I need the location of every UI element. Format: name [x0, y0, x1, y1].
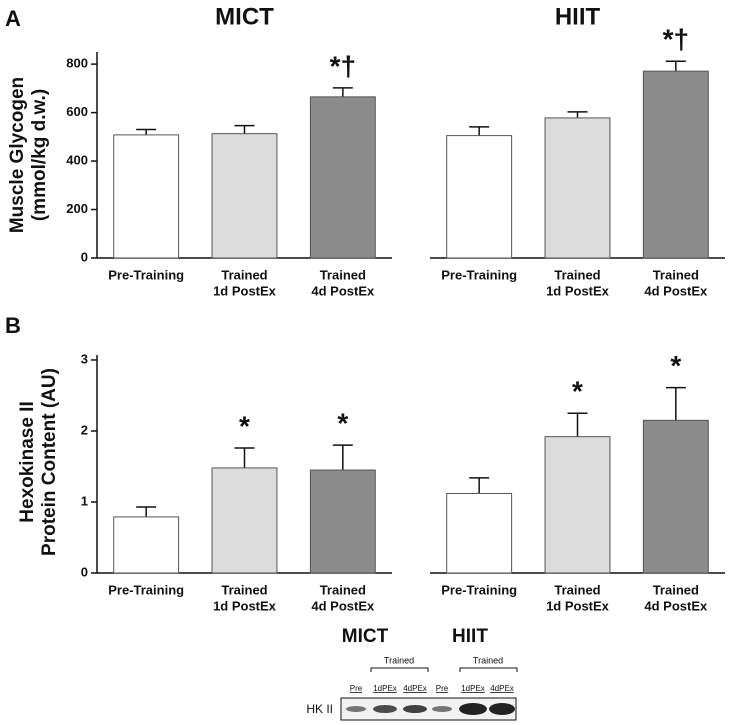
significance-mark: *: [239, 410, 250, 441]
bar: [642, 419, 709, 574]
x-tick-label: Trained: [653, 582, 699, 597]
x-tick-label: Trained: [653, 267, 699, 282]
significance-mark: *: [670, 350, 681, 381]
significance-mark: *: [337, 408, 348, 439]
x-tick-label: Pre-Training: [441, 582, 517, 597]
lane-label: 1dPEx: [373, 684, 397, 693]
y-tick-label: 200: [66, 201, 88, 216]
x-tick-label: Pre-Training: [108, 582, 184, 597]
y-tick-label: 2: [81, 422, 88, 437]
x-tick-label: Trained: [320, 267, 366, 282]
blot-protein: HK II: [306, 702, 333, 716]
x-tick-label: 4d PostEx: [311, 283, 375, 298]
chart-title: HIIT: [555, 3, 601, 30]
x-tick-label: 4d PostEx: [644, 283, 708, 298]
x-tick-label: 1d PostEx: [546, 283, 610, 298]
chart-title: MICT: [215, 3, 274, 30]
bar: [446, 492, 513, 574]
x-tick-label: Trained: [320, 582, 366, 597]
x-tick-label: 1d PostEx: [213, 283, 277, 298]
panel-label: A: [5, 6, 21, 31]
lane-label: 4dPEx: [490, 684, 514, 693]
y-tick-label: 0: [81, 564, 88, 579]
bar: [309, 96, 376, 259]
blot-group: HIIT: [452, 626, 488, 647]
bar: [544, 436, 611, 574]
significance-mark: *†: [663, 24, 689, 55]
x-tick-label: Trained: [221, 267, 267, 282]
panel-label: B: [5, 313, 21, 338]
y-tick-label: 400: [66, 152, 88, 167]
bar: [113, 134, 180, 259]
y-tick-label: 1: [81, 493, 88, 508]
bar: [211, 133, 278, 259]
x-tick-label: 1d PostEx: [546, 598, 610, 613]
y-tick-label: 800: [66, 56, 88, 71]
y-axis-label: (mmol/kg d.w.): [29, 89, 50, 221]
blot-trained: Trained: [384, 655, 414, 665]
x-tick-label: 4d PostEx: [644, 598, 708, 613]
x-tick-label: Pre-Training: [108, 267, 184, 282]
y-axis-label: Hexokinase II: [17, 401, 38, 522]
x-tick-label: Pre-Training: [441, 267, 517, 282]
blot-trained: Trained: [473, 655, 503, 665]
bar: [544, 117, 611, 259]
y-tick-label: 0: [81, 249, 88, 264]
x-tick-label: Trained: [554, 582, 600, 597]
x-tick-label: 4d PostEx: [311, 598, 375, 613]
lane-label: 1dPEx: [461, 684, 485, 693]
bar: [113, 516, 180, 574]
lane-label: Pre: [436, 684, 449, 693]
y-axis-label: Muscle Glycogen: [7, 77, 28, 233]
y-axis-label: Protein Content (AU): [39, 368, 60, 556]
bar: [446, 135, 513, 259]
bracket: [370, 667, 518, 672]
y-tick-label: 3: [81, 351, 88, 366]
x-tick-label: Trained: [554, 267, 600, 282]
significance-mark: *: [572, 376, 583, 407]
western-blot: MICT HIIT Trained Trained Pre 1dPEx 4dPE…: [306, 626, 518, 721]
lane-label: Pre: [350, 684, 363, 693]
significance-mark: *†: [330, 50, 356, 81]
lane-label: 4dPEx: [403, 684, 427, 693]
bar: [211, 467, 278, 574]
blot-group: MICT: [342, 626, 389, 647]
bar: [309, 469, 376, 574]
bar: [642, 70, 709, 259]
blot-bands: [346, 703, 515, 715]
x-tick-label: Trained: [221, 582, 267, 597]
x-tick-label: 1d PostEx: [213, 598, 277, 613]
y-tick-label: 600: [66, 104, 88, 119]
